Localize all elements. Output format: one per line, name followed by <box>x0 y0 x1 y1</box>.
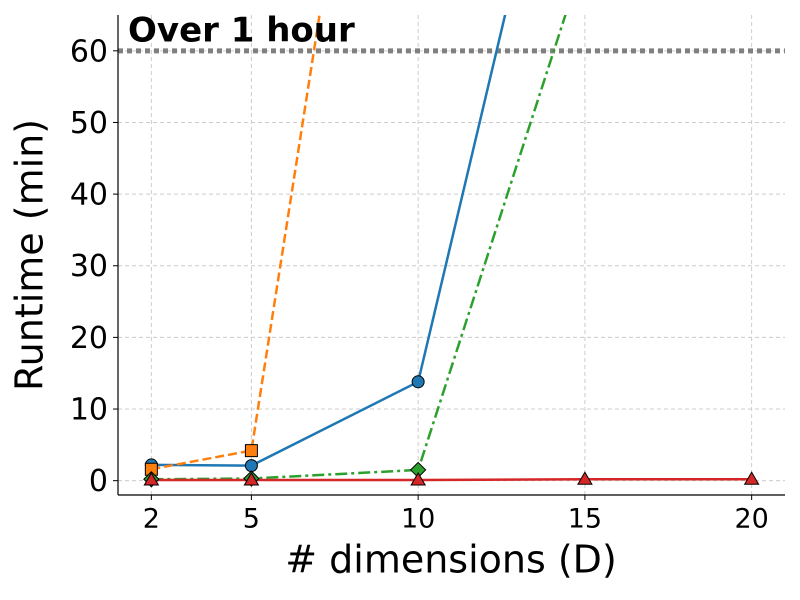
marker <box>143 471 160 486</box>
x-tick-label: 15 <box>568 504 602 535</box>
y-tick-label: 40 <box>70 178 108 213</box>
marker <box>144 462 158 476</box>
marker <box>577 471 593 485</box>
y-tick-label: 60 <box>70 34 108 69</box>
x-axis-label: # dimensions (D) <box>285 538 617 582</box>
threshold-label: Over 1 hour <box>128 11 355 51</box>
plot-area <box>118 15 785 488</box>
y-axis-label: Runtime (min) <box>8 119 52 391</box>
x-tick-label: 2 <box>143 504 160 535</box>
series-line <box>151 477 752 482</box>
x-tick-label: 20 <box>734 504 768 535</box>
y-tick-label: 30 <box>70 249 108 284</box>
marker <box>244 444 258 458</box>
marker <box>411 375 425 389</box>
marker <box>243 471 260 486</box>
y-tick-label: 50 <box>70 106 108 141</box>
series-line <box>151 15 321 471</box>
x-tick-label: 10 <box>401 504 435 535</box>
series-line <box>151 15 507 467</box>
y-tick-label: 10 <box>70 393 108 428</box>
marker <box>244 459 258 473</box>
marker <box>410 471 427 486</box>
x-tick-label: 5 <box>243 504 260 535</box>
y-tick-label: 0 <box>89 464 108 499</box>
marker <box>743 471 760 485</box>
y-tick-label: 20 <box>70 321 108 356</box>
